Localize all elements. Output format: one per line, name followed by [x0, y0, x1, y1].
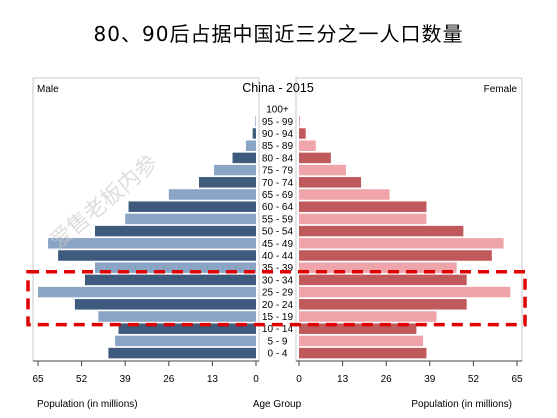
- tick-label-left: 65: [32, 374, 44, 385]
- male-bar-5: [214, 164, 256, 176]
- tick-label-left: 0: [253, 374, 259, 385]
- tick-label-right: 13: [337, 374, 349, 385]
- age-group-label: 10 - 14: [262, 324, 294, 335]
- female-bar-16: [299, 299, 467, 310]
- age-group-label: 80 - 84: [262, 153, 294, 164]
- highlight-dashed-box: [26, 270, 527, 327]
- male-bar-20: [108, 347, 256, 359]
- age-group-label: 90 - 94: [262, 129, 294, 140]
- female-bar-20: [299, 347, 427, 359]
- female-bars: [299, 116, 511, 359]
- male-bars: [38, 116, 257, 359]
- x-axis-label-right: Population (in millions): [411, 399, 512, 410]
- male-bar-10: [95, 225, 256, 237]
- age-group-label: 65 - 69: [262, 190, 294, 201]
- male-bar-15: [38, 286, 256, 298]
- age-group-label: 20 - 24: [262, 300, 294, 311]
- female-bar-18: [299, 323, 417, 334]
- tick-label-right: 65: [511, 374, 523, 385]
- age-group-label: 70 - 74: [262, 178, 294, 189]
- x-axis-label-left: Population (in millions): [37, 399, 138, 410]
- age-group-label: 45 - 49: [262, 239, 294, 250]
- female-bar-7: [299, 189, 390, 200]
- age-group-label: 5 - 9: [267, 336, 287, 347]
- female-bar-10: [299, 225, 464, 237]
- x-axis-label-center: Age Group: [253, 399, 302, 410]
- female-bar-12: [299, 250, 492, 261]
- male-panel-label: Male: [37, 84, 59, 95]
- tick-label-right: 0: [296, 374, 302, 385]
- female-bar-3: [299, 140, 316, 151]
- male-bar-7: [168, 189, 256, 200]
- tick-label-right: 39: [424, 374, 436, 385]
- male-bar-18: [118, 323, 256, 334]
- age-group-label: 35 - 39: [262, 263, 294, 274]
- age-group-label: 25 - 29: [262, 288, 294, 299]
- age-group-label: 50 - 54: [262, 227, 294, 238]
- female-bar-4: [299, 152, 331, 164]
- age-group-label: 95 - 99: [262, 117, 294, 128]
- tick-label-right: 52: [468, 374, 480, 385]
- age-group-label: 15 - 19: [262, 312, 294, 323]
- male-bar-11: [48, 238, 256, 249]
- female-bar-6: [299, 177, 362, 188]
- female-bar-14: [299, 274, 467, 286]
- female-bar-1: [299, 116, 301, 127]
- female-bar-13: [299, 262, 457, 273]
- female-bar-8: [299, 201, 427, 212]
- age-group-label: 0 - 4: [267, 349, 287, 360]
- female-panel-label: Female: [484, 84, 518, 95]
- female-bar-5: [299, 164, 346, 176]
- tick-label-left: 26: [163, 374, 175, 385]
- female-bar-11: [299, 238, 504, 249]
- age-group-label: 30 - 34: [262, 275, 294, 286]
- male-bar-2: [252, 128, 256, 139]
- age-group-label: 100+: [266, 105, 289, 116]
- male-bar-1: [255, 116, 256, 127]
- tick-label-right: 26: [381, 374, 393, 385]
- page-headline: 80、90后占据中国近三分之一人口数量: [93, 22, 464, 46]
- tick-label-left: 39: [120, 374, 132, 385]
- male-bar-19: [115, 335, 256, 347]
- female-bar-15: [299, 286, 511, 298]
- age-group-label: 60 - 64: [262, 202, 294, 213]
- male-bar-6: [198, 177, 256, 188]
- female-bar-19: [299, 335, 424, 347]
- male-bar-9: [125, 213, 256, 225]
- tick-label-left: 13: [207, 374, 219, 385]
- male-bar-12: [58, 250, 256, 261]
- age-group-label: 85 - 89: [262, 141, 294, 152]
- male-bar-17: [98, 311, 256, 322]
- female-bar-9: [299, 213, 427, 225]
- age-group-label: 40 - 44: [262, 251, 294, 262]
- male-bar-3: [245, 140, 256, 151]
- chart-title: China - 2015: [242, 81, 314, 95]
- male-bar-4: [232, 152, 256, 164]
- male-bar-14: [84, 274, 256, 286]
- tick-label-left: 52: [76, 374, 88, 385]
- male-bar-8: [128, 201, 256, 212]
- male-bar-16: [74, 299, 257, 310]
- female-bar-2: [299, 128, 306, 139]
- age-group-label: 55 - 59: [262, 214, 294, 225]
- female-bar-17: [299, 311, 437, 322]
- age-group-label: 75 - 79: [262, 166, 294, 177]
- x-axis-ticks: 65 52 39 26 13 0 0 13 26 39 52 65: [32, 361, 523, 385]
- male-bar-13: [95, 262, 256, 273]
